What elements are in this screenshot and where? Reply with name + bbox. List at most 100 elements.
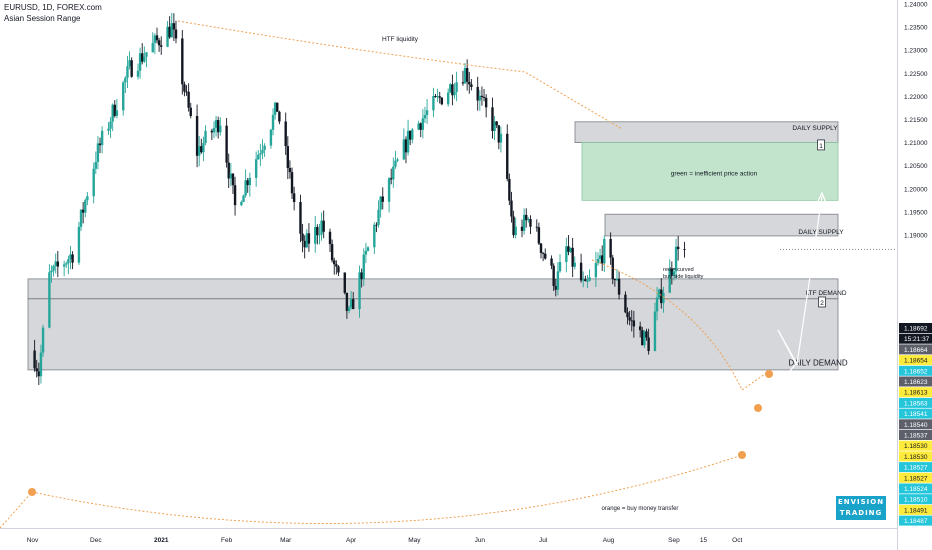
candle-body [643, 331, 646, 346]
candle-body [65, 263, 68, 265]
candle-body [438, 96, 441, 98]
candle-body [565, 246, 568, 263]
candle-body [259, 153, 262, 155]
candle-body [510, 200, 513, 217]
candle-body [476, 87, 479, 101]
htf-liquidity-line [177, 20, 623, 130]
candle-body [522, 214, 526, 231]
candle-body [480, 95, 484, 97]
candle-body [189, 107, 192, 116]
candle-body [520, 226, 524, 231]
candle-body [558, 262, 562, 272]
candle-body [352, 299, 355, 310]
price-label-13: 1.18527 [904, 465, 928, 472]
candle-body [394, 160, 397, 167]
x-tick-label-7: Jun [475, 537, 486, 544]
candle-body [408, 130, 412, 140]
candle-body [632, 320, 636, 327]
candle-body [246, 180, 249, 186]
candle-body [586, 280, 589, 282]
candle-body [79, 209, 83, 227]
candle-body [404, 139, 408, 153]
candle-body [197, 146, 201, 156]
candle-body [601, 255, 604, 264]
buy-side-liquidity-curve [591, 259, 766, 391]
candle-body [364, 250, 368, 255]
candle-body [440, 97, 444, 105]
candle-body [200, 146, 203, 153]
candle-body [645, 331, 648, 338]
candle-body [461, 82, 465, 84]
candle-body [333, 260, 336, 265]
candle-body [628, 317, 631, 321]
indicator-name[interactable]: Asian Session Range [4, 14, 81, 23]
candle-body [594, 263, 598, 278]
price-label-18: 1.18487 [904, 518, 928, 525]
y-tick-label-1: 1.23500 [904, 25, 928, 32]
price-label-3: 1.18654 [904, 358, 928, 365]
candle-body [335, 264, 338, 267]
candle-body [343, 272, 346, 293]
candle-body [539, 243, 543, 253]
candle-body [122, 82, 125, 111]
annotation-buy-side-liquidity: buy side liquidity [663, 274, 704, 280]
candle-body [56, 261, 60, 267]
candle-body [387, 178, 391, 202]
candle-body [151, 42, 154, 53]
candle-body [672, 271, 676, 276]
candle-body [69, 254, 72, 260]
candle-body [195, 115, 199, 156]
price-label-0: 1.18692 [904, 326, 928, 333]
orange-dot-3 [754, 404, 762, 412]
candle-body [138, 53, 142, 71]
candle-body [155, 35, 159, 41]
x-tick-label-10: Sep [668, 537, 680, 544]
candle-body [322, 220, 325, 232]
candle-body [615, 278, 619, 281]
candle-body [109, 121, 112, 129]
zone-label-1: green = inefficient price action [671, 171, 758, 178]
price-label-14: 1.18527 [904, 475, 928, 482]
candle-body [181, 38, 184, 85]
candle-body [233, 185, 237, 206]
orange-dot-2 [765, 370, 773, 378]
candle-body [130, 60, 133, 77]
candle-body [62, 264, 66, 267]
candle-body [248, 177, 252, 186]
price-label-6: 1.18613 [904, 390, 928, 397]
candle-body [273, 102, 277, 115]
price-label-11: 1.18530 [904, 443, 928, 450]
price-label-bg-17 [899, 504, 932, 515]
x-tick-label-1: Dec [90, 537, 102, 544]
candle-body [100, 130, 104, 146]
price-label-17: 1.18491 [904, 507, 928, 514]
candle-body [662, 292, 665, 304]
annotation-buy-money-transfer: orange = buy money transfer [602, 506, 679, 512]
price-label-bg-8 [899, 408, 932, 419]
candle-body [497, 125, 501, 143]
candle-body [276, 102, 279, 112]
candle-body [35, 368, 38, 372]
y-tick-label-6: 1.21000 [904, 140, 928, 147]
x-tick-label-0: Nov [27, 537, 39, 544]
candle-body [468, 81, 471, 85]
candle-body [541, 252, 545, 254]
candle-body [655, 297, 659, 312]
price-label-bg-6 [899, 387, 932, 398]
candle-body [626, 312, 629, 318]
price-label-9: 1.18540 [904, 422, 928, 429]
candle-body [136, 70, 140, 77]
candle-body [556, 271, 560, 290]
candle-body [482, 96, 486, 98]
candle-body [305, 233, 308, 248]
price-label-bg-5 [899, 376, 932, 387]
candle-body [242, 195, 245, 203]
price-label-12: 1.18530 [904, 454, 928, 461]
price-label-7: 1.18563 [904, 400, 928, 407]
candle-body [126, 66, 129, 78]
candle-body [33, 350, 36, 369]
candle-body [582, 279, 585, 281]
candle-body [529, 219, 532, 227]
symbol-title[interactable]: EURUSD, 1D, FOREX.com [4, 3, 102, 12]
